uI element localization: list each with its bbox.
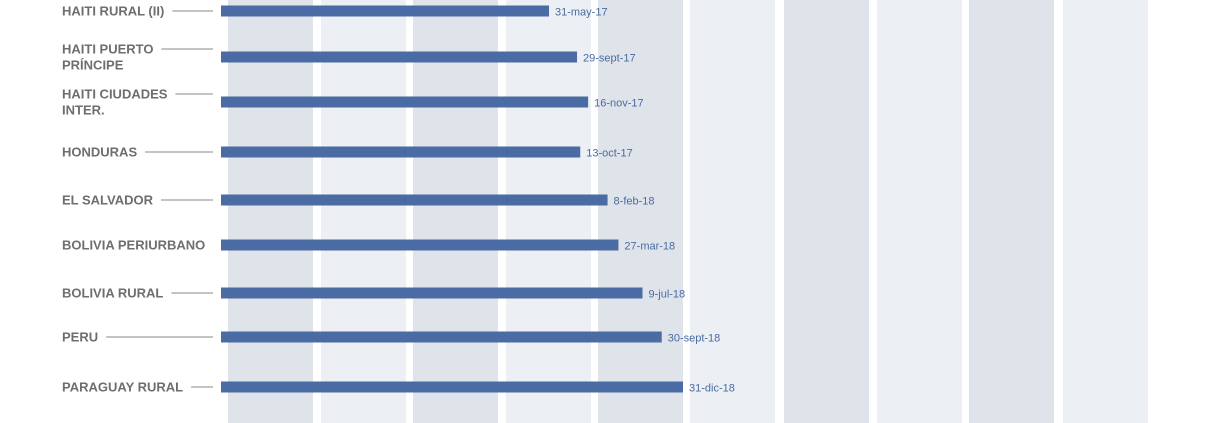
category-label: HONDURAS (62, 145, 137, 160)
category-label: PERU (62, 330, 98, 345)
category-label-line: HONDURAS (62, 145, 137, 160)
category-label-line: PARAGUAY RURAL (62, 380, 183, 395)
category-label: HAITI CIUDADES INTER. (62, 87, 168, 118)
chart-row: EL SALVADOR 8-feb-18 (62, 193, 655, 208)
background-band (877, 0, 962, 423)
category-label-line: EL SALVADOR (62, 193, 154, 208)
background-band (1063, 0, 1148, 423)
background-band (413, 0, 498, 423)
category-label-line: HAITI CIUDADES (62, 87, 168, 102)
chart-row: BOLIVIA RURAL 9-jul-18 (62, 286, 685, 301)
background-band (598, 0, 683, 423)
bar (221, 51, 578, 63)
category-label-line: HAITI PUERTO (62, 42, 154, 57)
value-label: 9-jul-18 (648, 289, 685, 301)
chart-row: PARAGUAY RURAL 31-dic-18 (62, 380, 735, 395)
category-label-line: HAITI RURAL (II) (62, 4, 164, 19)
category-label: PARAGUAY RURAL (62, 380, 183, 395)
chart-row: HONDURAS 13-oct-17 (62, 145, 633, 160)
value-label: 29-sept-17 (583, 53, 636, 65)
background-band (506, 0, 591, 423)
background-bands (228, 0, 1148, 423)
value-label: 30-sept-18 (668, 333, 721, 345)
category-label-line: BOLIVIA PERIURBANO (62, 238, 205, 253)
category-label: BOLIVIA RURAL (62, 286, 163, 301)
category-label-line: PERU (62, 330, 98, 345)
value-label: 13-oct-17 (586, 148, 632, 160)
bar (221, 331, 662, 343)
category-label: HAITI RURAL (II) (62, 4, 164, 19)
chart-row: BOLIVIA PERIURBANO 27-mar-18 (62, 238, 675, 253)
background-band (784, 0, 869, 423)
category-label: BOLIVIA PERIURBANO (62, 238, 205, 253)
background-band (228, 0, 313, 423)
bar (221, 194, 608, 206)
bar (221, 96, 589, 108)
chart-row: HAITI RURAL (II) 31-may-17 (62, 4, 608, 19)
chart-row: HAITI PUERTO PRÍNCIPE 29-sept-17 (62, 42, 636, 73)
category-label-line: BOLIVIA RURAL (62, 286, 163, 301)
value-label: 31-may-17 (555, 7, 608, 19)
bar (221, 5, 549, 17)
background-band (969, 0, 1054, 423)
category-label: EL SALVADOR (62, 193, 154, 208)
bar (221, 146, 581, 158)
background-band (690, 0, 775, 423)
bar (221, 287, 643, 299)
value-label: 31-dic-18 (689, 383, 735, 395)
value-label: 8-feb-18 (614, 196, 655, 208)
background-band (321, 0, 406, 423)
value-label: 27-mar-18 (624, 241, 675, 253)
bar (221, 381, 683, 393)
chart-rows: HAITI RURAL (II) 31-may-17 HAITI PUERTO PRÍ… (62, 4, 735, 395)
chart-row: PERU 30-sept-18 (62, 330, 720, 345)
category-label-line: INTER. (62, 103, 105, 118)
chart-row: HAITI CIUDADES INTER. 16-nov-17 (62, 87, 644, 118)
value-label: 16-nov-17 (594, 98, 644, 110)
category-label-line: PRÍNCIPE (62, 58, 124, 73)
bar (221, 239, 619, 251)
category-label: HAITI PUERTO PRÍNCIPE (62, 42, 154, 73)
